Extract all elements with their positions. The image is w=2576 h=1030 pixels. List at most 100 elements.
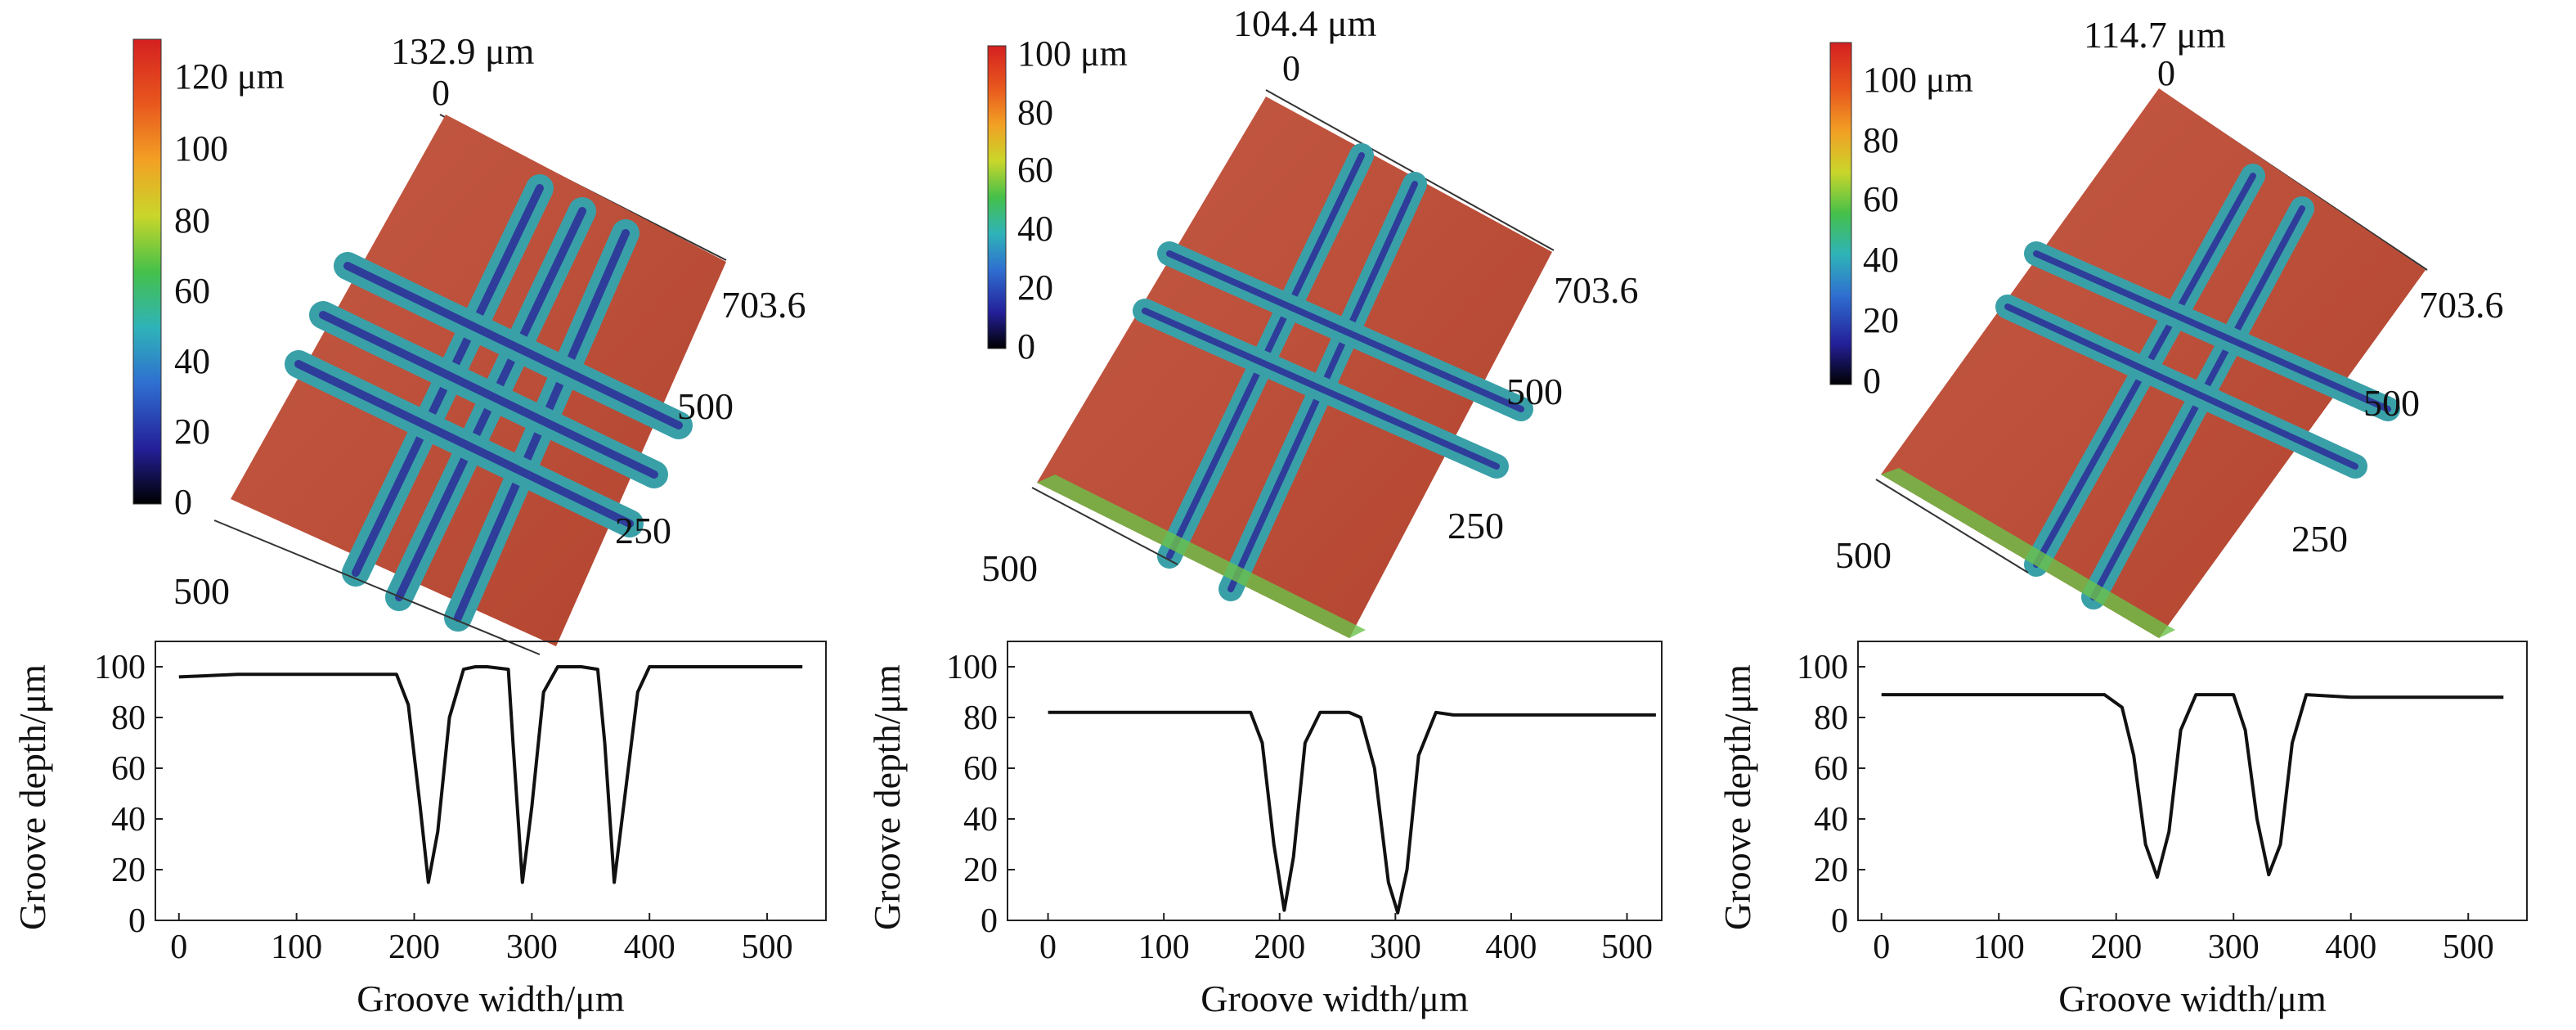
colorbar-tick: 100 μm [1863, 60, 1973, 100]
colorbar-tick: 20 [1863, 300, 1899, 340]
origin-label: 0 [2157, 53, 2175, 93]
colorbar-1-ticks: 120 μm 100 80 60 40 20 0 [174, 56, 285, 522]
x-tick-label: 300 [506, 929, 558, 966]
plot-frame [1857, 641, 2528, 921]
x-tick-label: 400 [1485, 929, 1537, 966]
y-tick-label: 100 [94, 649, 146, 686]
colorbar-tick: 0 [174, 482, 192, 522]
grooves-horizontal [285, 252, 693, 537]
surface-panel-1: 120 μm 100 80 60 40 20 0 132.9 μm 0 [132, 30, 806, 655]
surface-panel-3: 100 μm 80 60 40 20 0 114.7 μm 0 703.6 50… [1829, 14, 2504, 638]
colorbar-tick: 80 [1017, 92, 1053, 133]
x-tick-label: 0 [170, 929, 187, 966]
y-axis-label: Groove depth/μm [866, 664, 908, 930]
colorbar-tick: 0 [1863, 361, 1881, 401]
colorbar-2 [987, 45, 1007, 349]
colorbar-3 [1829, 42, 1852, 385]
axis-label: 703.6 [2419, 284, 2504, 326]
colorbar-tick: 80 [174, 200, 210, 241]
y-tick-label: 40 [111, 801, 146, 839]
colorbar-tick: 40 [1017, 209, 1053, 249]
max-height-label: 132.9 μm [391, 30, 535, 72]
colorbar-tick: 100 [174, 128, 228, 169]
colorbar-3-ticks: 100 μm 80 60 40 20 0 [1863, 60, 1973, 401]
y-tick-label: 60 [111, 750, 146, 788]
x-tick-label: 500 [2443, 929, 2494, 966]
axis-label: 500 [2363, 382, 2420, 424]
x-tick-label: 100 [1973, 929, 2025, 966]
colorbar-tick: 60 [174, 271, 210, 311]
surface-edge [1037, 475, 1366, 638]
x-tick-label: 200 [388, 929, 440, 966]
axis-left [1875, 479, 2029, 573]
x-tick-label: 0 [1039, 929, 1057, 966]
y-tick-label: 80 [963, 699, 998, 737]
max-height-label: 114.7 μm [2084, 14, 2226, 56]
colorbar-tick: 80 [1863, 120, 1899, 160]
y-tick-label: 40 [963, 801, 998, 839]
y-axis-label: Groove depth/μm [11, 664, 53, 930]
y-tick-label: 20 [1814, 852, 1848, 889]
axis-label: 500 [677, 385, 734, 427]
colorbar-tick: 20 [174, 412, 210, 452]
colorbar-1 [132, 38, 162, 505]
y-tick-label: 20 [963, 852, 998, 889]
x-tick-label: 500 [742, 929, 793, 966]
axis-top [1265, 89, 1555, 251]
y-tick-label: 60 [1814, 750, 1848, 788]
axis-label: 250 [2291, 518, 2348, 560]
y-tick-label: 80 [1814, 699, 1848, 737]
colorbar-tick: 100 μm [1017, 34, 1128, 74]
x-axis-label: Groove width/μm [1200, 978, 1469, 1019]
y-tick-label: 100 [946, 649, 998, 686]
y-tick-label: 60 [963, 750, 998, 788]
y-tick-label: 100 [1797, 649, 1848, 686]
surface-panel-2: 100 μm 80 60 40 20 0 104.4 μm 0 703.6 50… [981, 2, 1639, 638]
x-tick-label: 300 [2208, 929, 2260, 966]
colorbar-tick: 20 [1017, 268, 1053, 308]
x-tick-label: 0 [1873, 929, 1890, 966]
origin-label: 0 [432, 73, 450, 113]
x-axis-label: Groove width/μm [2058, 978, 2327, 1019]
y-axis-label: Groove depth/μm [1717, 664, 1758, 930]
x-tick-label: 200 [1254, 929, 1305, 966]
y-tick-label: 0 [981, 902, 998, 940]
x-tick-label: 500 [1601, 929, 1653, 966]
axis-left [1031, 487, 1178, 565]
x-tick-label: 300 [1370, 929, 1421, 966]
x-tick-label: 400 [2325, 929, 2376, 966]
colorbar-tick: 40 [1863, 240, 1899, 280]
grooves-horizontal [1133, 241, 1533, 479]
axis-label: 500 [1835, 534, 1892, 576]
line-chart-1: 0 100 200 300 400 500 0 20 40 60 80 100 Groove width… [11, 641, 827, 1019]
y-tick-label: 40 [1814, 801, 1848, 839]
axis-label: 500 [173, 570, 230, 612]
x-tick-label: 400 [624, 929, 675, 966]
plot-frame [155, 641, 827, 921]
colorbar-tick: 120 μm [174, 56, 285, 97]
colorbar-tick: 60 [1017, 150, 1053, 190]
colorbar-tick: 0 [1017, 326, 1035, 367]
axis-label: 703.6 [721, 284, 806, 326]
max-height-label: 104.4 μm [1233, 2, 1377, 44]
axis-label: 500 [981, 547, 1038, 589]
axis-label: 703.6 [1554, 269, 1639, 311]
y-tick-label: 80 [111, 699, 146, 737]
line-chart-2: 0 100 200 300 400 500 0 20 40 60 80 100 Groove width… [866, 641, 1663, 1019]
x-tick-label: 200 [2090, 929, 2142, 966]
axis-left [213, 519, 541, 655]
axis-label: 500 [1506, 371, 1563, 412]
y-tick-label: 20 [111, 852, 146, 889]
x-tick-label: 100 [1138, 929, 1190, 966]
y-tick-label: 0 [1831, 902, 1848, 940]
surface-edge [1881, 468, 2175, 638]
colorbar-2-ticks: 100 μm 80 60 40 20 0 [1017, 34, 1128, 367]
origin-label: 0 [1282, 48, 1300, 88]
x-axis-label: Groove width/μm [357, 978, 625, 1019]
grooves-horizontal [1995, 241, 2400, 479]
axis-label: 250 [1447, 505, 1504, 546]
colorbar-tick: 40 [174, 341, 210, 381]
profile-series-line [1048, 710, 1656, 915]
